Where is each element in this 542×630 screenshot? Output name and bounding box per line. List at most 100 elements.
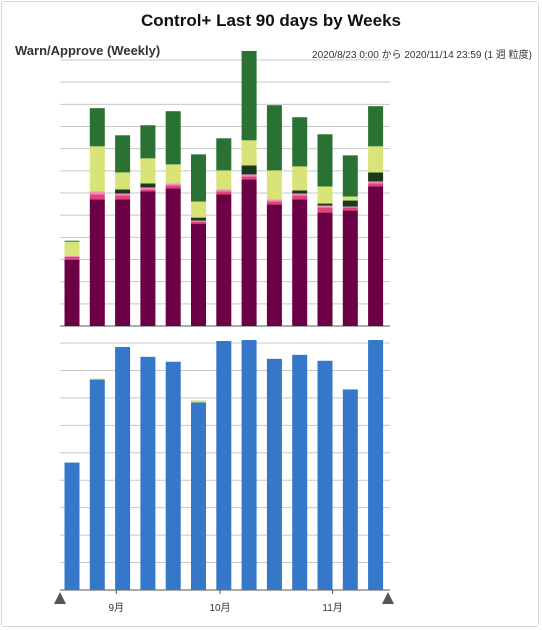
top-bar-segment[interactable] (191, 201, 206, 218)
top-bar-segment[interactable] (140, 189, 156, 192)
top-bar-segment[interactable] (241, 174, 257, 177)
top-bar-segment[interactable] (368, 146, 384, 173)
top-bar-segment[interactable] (368, 186, 384, 326)
bottom-bar-segment[interactable] (216, 341, 232, 590)
top-bar-segment[interactable] (64, 240, 80, 242)
bottom-bar-segment[interactable] (89, 379, 105, 590)
top-bar-segment[interactable] (140, 187, 156, 190)
top-bar-segment[interactable] (216, 191, 232, 195)
bottom-bar-segment[interactable] (115, 346, 131, 590)
top-bar-segment[interactable] (140, 191, 156, 326)
top-bar-segment[interactable] (317, 207, 333, 213)
top-bar-segment[interactable] (64, 255, 80, 257)
bottom-bar-segment[interactable] (317, 360, 333, 590)
top-bar-segment[interactable] (89, 108, 105, 147)
top-bar-segment[interactable] (165, 185, 181, 189)
top-bar-segment[interactable] (89, 146, 105, 192)
top-bar-segment[interactable] (115, 172, 131, 190)
top-bar-segment[interactable] (64, 256, 80, 260)
bottom-bar-segment[interactable] (342, 389, 358, 590)
top-bar-segment[interactable] (64, 259, 80, 326)
top-bar-segment[interactable] (115, 193, 131, 196)
bottom-bar-segment[interactable] (165, 361, 181, 590)
top-bar-segment[interactable] (368, 172, 384, 182)
top-bar-segment[interactable] (216, 138, 232, 171)
top-bar-segment[interactable] (115, 135, 131, 173)
bottom-bar-segment[interactable] (191, 400, 206, 403)
top-bar-segment[interactable] (216, 189, 232, 192)
bottom-bar-segment[interactable] (368, 340, 384, 590)
top-bar-segment[interactable] (368, 183, 384, 187)
x-tick-label: 11月 (322, 602, 342, 614)
chart-subtitle: Warn/Approve (Weekly) (15, 43, 161, 58)
top-bar-segment[interactable] (216, 194, 232, 326)
top-bar-segment[interactable] (89, 194, 105, 200)
x-tick-label: 9月 (108, 602, 124, 614)
bottom-bar-segment[interactable] (292, 354, 308, 590)
top-bar-segment[interactable] (342, 206, 358, 208)
top-bar-segment[interactable] (317, 203, 333, 206)
top-bar-segment[interactable] (241, 176, 257, 180)
top-chart-bars (64, 50, 384, 326)
top-bar-segment[interactable] (342, 196, 358, 201)
top-bar-segment[interactable] (191, 154, 206, 202)
top-bar-segment[interactable] (191, 221, 206, 224)
top-bar-segment[interactable] (64, 241, 80, 256)
x-axis: 9月 10月 11月 (108, 590, 343, 614)
bottom-bar-segment[interactable] (140, 356, 156, 590)
top-bar-segment[interactable] (292, 195, 308, 200)
top-bar-segment[interactable] (165, 188, 181, 326)
top-bar-segment[interactable] (266, 201, 282, 205)
top-bar-segment[interactable] (292, 193, 308, 196)
x-tick-label: 10月 (209, 602, 230, 614)
top-bar-segment[interactable] (342, 155, 358, 197)
top-bar-segment[interactable] (317, 212, 333, 326)
top-bar-segment[interactable] (266, 199, 282, 202)
top-bar-segment[interactable] (191, 223, 206, 326)
top-bar-segment[interactable] (216, 170, 232, 190)
scroll-right-arrow-icon[interactable] (382, 592, 394, 604)
top-bar-segment[interactable] (342, 200, 358, 207)
top-bar-segment[interactable] (266, 105, 282, 171)
top-bar-segment[interactable] (368, 106, 384, 147)
bottom-chart-bars (64, 340, 384, 590)
top-bar-segment[interactable] (241, 165, 257, 175)
top-bar-segment[interactable] (165, 183, 181, 186)
top-bar-segment[interactable] (241, 140, 257, 166)
chart-title: Control+ Last 90 days by Weeks (141, 11, 401, 30)
bottom-bar-segment[interactable] (266, 358, 282, 590)
bottom-bar-segment[interactable] (241, 340, 257, 590)
top-bar-segment[interactable] (191, 217, 206, 221)
top-bar-segment[interactable] (317, 205, 333, 208)
top-bar-segment[interactable] (317, 134, 333, 187)
top-bar-segment[interactable] (165, 164, 181, 184)
top-bar-segment[interactable] (292, 117, 308, 167)
top-bar-segment[interactable] (115, 195, 131, 200)
top-bar-segment[interactable] (165, 111, 181, 165)
top-bar-segment[interactable] (292, 190, 308, 194)
date-range-label: 2020/8/23 0:00 から 2020/11/14 23:59 (1 週 … (312, 50, 532, 61)
top-bar-segment[interactable] (115, 189, 131, 194)
bottom-bar-segment[interactable] (191, 402, 206, 590)
top-bar-segment[interactable] (140, 183, 156, 188)
top-bar-segment[interactable] (241, 50, 257, 141)
top-bar-segment[interactable] (140, 125, 156, 159)
top-bar-segment[interactable] (342, 207, 358, 211)
top-bar-segment[interactable] (368, 181, 384, 184)
top-bar-segment[interactable] (191, 220, 206, 222)
top-bar-segment[interactable] (140, 158, 156, 184)
top-bar-segment[interactable] (292, 199, 308, 326)
top-bar-segment[interactable] (115, 199, 131, 326)
top-bar-segment[interactable] (266, 204, 282, 326)
top-bar-segment[interactable] (266, 170, 282, 200)
bottom-bar-segment[interactable] (89, 378, 105, 380)
top-bar-segment[interactable] (89, 191, 105, 195)
top-bar-segment[interactable] (89, 199, 105, 326)
top-bar-segment[interactable] (342, 210, 358, 326)
top-bar-segment[interactable] (241, 179, 257, 326)
bottom-bar-segment[interactable] (64, 462, 80, 590)
scroll-left-arrow-icon[interactable] (54, 592, 66, 604)
top-bar-segment[interactable] (292, 166, 308, 191)
top-bar-segment[interactable] (317, 186, 333, 204)
